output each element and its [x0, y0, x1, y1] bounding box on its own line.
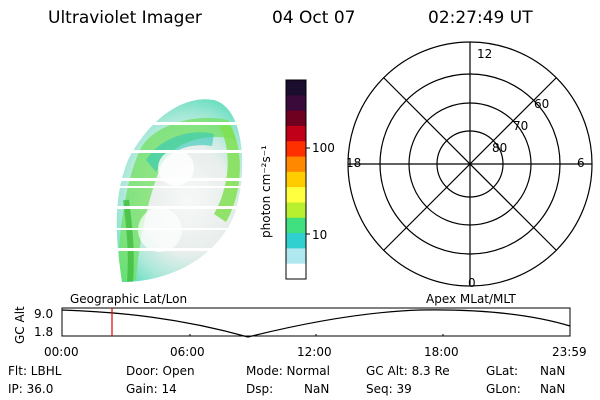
mlt-label-12: 12 [477, 47, 493, 61]
status-glat-label: GLat: [486, 364, 519, 378]
colorbar-stripe [286, 171, 306, 188]
colorbar-stripe [286, 110, 306, 127]
colorbar-stripe [286, 95, 306, 112]
colorbar-tick-100: 100 [312, 141, 335, 155]
colorbar-stripe [286, 202, 306, 219]
time-tick-2: 12:00 [297, 345, 332, 359]
lat-label-60: 60 [534, 97, 550, 111]
colorbar-stripe [286, 125, 306, 142]
status-glat-value: NaN [540, 364, 566, 378]
colorbar-stripe [286, 187, 306, 204]
time-tick-4: 23:59 [552, 345, 587, 359]
orbit-ymax: 9.0 [34, 307, 54, 321]
status-seq: Seq: 39 [366, 382, 412, 396]
colorbar-stripe [286, 263, 306, 280]
lat-label-70: 70 [513, 119, 529, 133]
status-dsp-value: NaN [304, 382, 330, 396]
colorbar-stripe [286, 217, 306, 234]
status-gain: Gain: 14 [126, 382, 177, 396]
date-label: 04 Oct 07 [272, 8, 356, 28]
status-dsp-label: Dsp: [246, 382, 274, 396]
mlt-label-6: 6 [577, 156, 585, 170]
colorbar-stripe [286, 248, 306, 265]
time-label: 02:27:49 UT [428, 8, 533, 28]
status-glon-label: GLon: [486, 382, 521, 396]
instrument-title: Ultraviolet Imager [48, 8, 202, 28]
time-tick-1: 06:00 [170, 345, 205, 359]
status-gcalt: GC Alt: 8.3 Re [366, 364, 450, 378]
status-ip: IP: 36.0 [8, 382, 54, 396]
apex-label: Apex MLat/MLT [426, 292, 516, 306]
colorbar-stripe [286, 80, 306, 96]
status-flt: Flt: LBHL [8, 364, 62, 378]
geographic-label: Geographic Lat/Lon [70, 292, 188, 306]
colorbar-stripe [286, 156, 306, 173]
time-tick-3: 18:00 [424, 345, 459, 359]
status-glon-value: NaN [540, 382, 566, 396]
orbit-ylabel: GC Alt [13, 306, 27, 344]
status-door: Door: Open [126, 364, 195, 378]
mlt-label-18: 18 [346, 156, 362, 170]
lat-label-80: 80 [492, 141, 508, 155]
colorbar-tick-10: 10 [312, 228, 328, 242]
mlt-label-0: 0 [468, 276, 476, 290]
orbit-ymin: 1.8 [34, 325, 54, 339]
colorbar-stripe [286, 141, 306, 158]
time-tick-0: 00:00 [44, 345, 79, 359]
colorbar-stripe [286, 233, 306, 249]
status-mode: Mode: Normal [246, 364, 330, 378]
